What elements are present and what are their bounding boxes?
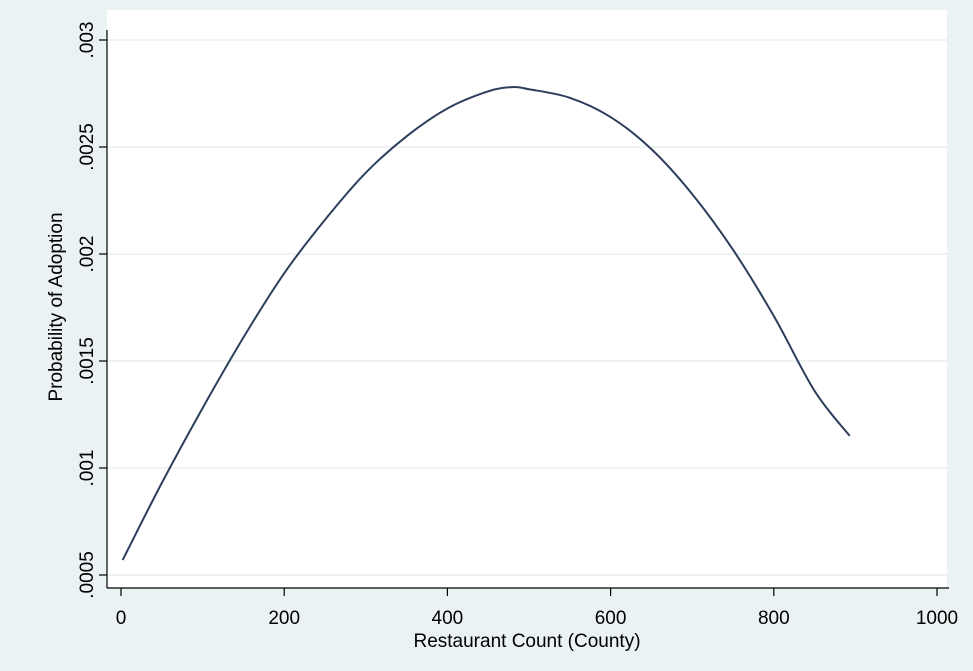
y-tick-label-1: .001 [77, 450, 98, 487]
x-tick-label-4: 800 [758, 608, 790, 629]
y-tick-label-2: .0015 [77, 337, 98, 385]
x-axis-title: Restaurant Count (County) [413, 631, 640, 652]
x-tick-label-1: 200 [268, 608, 300, 629]
x-tick-label-0: 0 [116, 608, 127, 629]
grid-lines [107, 39, 947, 576]
x-tick-label-2: 400 [432, 608, 464, 629]
y-tick-label-3: .002 [77, 236, 98, 273]
y-axis-title: Probability of Adoption [46, 212, 67, 401]
data-series [121, 85, 851, 561]
x-tick-label-5: 1000 [916, 608, 958, 629]
plot-area [107, 10, 947, 588]
axes: .0005 .001 .0015 .002 .0025 .003 0 200 400 600 800… [77, 22, 958, 629]
y-tick-label-4: .0025 [77, 123, 98, 171]
series-line-0 [121, 85, 851, 561]
x-tick-label-3: 600 [595, 608, 627, 629]
y-tick-label-5: .003 [77, 22, 98, 59]
y-tick-label-0: .0005 [77, 551, 98, 599]
